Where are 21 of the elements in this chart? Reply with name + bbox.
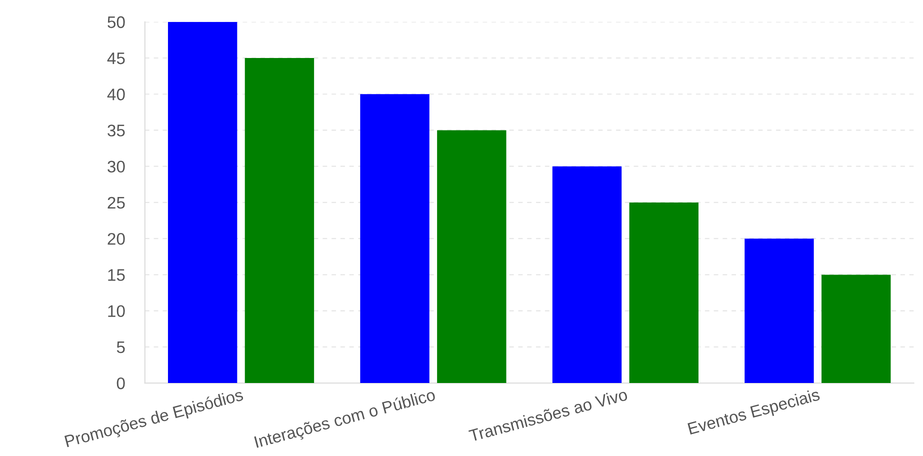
y-tick-label: 10 [108,305,125,318]
bar [552,166,622,384]
bar [822,274,891,384]
y-tick-label: 0 [116,377,125,390]
y-tick-label: 15 [108,269,125,281]
y-tick-label: 50 [108,16,125,28]
bar [744,238,814,384]
bar [629,202,698,384]
y-tick-label: 40 [107,88,125,100]
x-tick-label: Interações com o Público [254,388,437,452]
y-tick-label: 30 [108,160,125,173]
x-tick-label: Eventos Especiais [687,388,822,438]
y-tick-label: 45 [107,52,125,64]
bar [168,22,238,384]
y-tick-label: 5 [116,342,125,354]
y-tick-label: 25 [108,196,125,209]
y-tick-label: 20 [108,232,125,245]
bar [360,94,430,384]
bar [244,58,314,384]
bar [437,130,506,384]
y-tick-label: 35 [108,124,125,136]
